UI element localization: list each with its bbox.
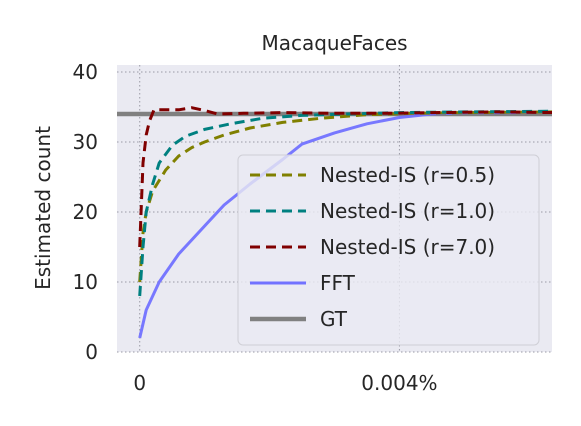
y-tick-label: 30: [73, 130, 98, 154]
legend-label-nested-is-r-7-0: Nested-IS (r=7.0): [320, 235, 495, 259]
chart-title: MacaqueFaces: [261, 31, 407, 55]
y-tick-label: 40: [73, 60, 98, 84]
tick-labels: 0 10 20 30 40 0 0.004%: [73, 60, 438, 395]
legend-label-nested-is-r-0-5: Nested-IS (r=0.5): [320, 163, 495, 187]
legend: Nested-IS (r=0.5) Nested-IS (r=1.0) Nested…: [237, 154, 540, 346]
legend-label-fft: FFT: [320, 271, 356, 295]
series-layer: [117, 106, 552, 339]
legend-label-nested-is-r-1-0: Nested-IS (r=1.0): [320, 199, 495, 223]
x-tick-label: 0.004%: [361, 371, 437, 395]
series-line-nested-is-r-7-0: [138, 106, 552, 248]
y-tick-label: 20: [73, 200, 98, 224]
legend-box: [237, 154, 540, 346]
y-tick-label: 10: [73, 270, 98, 294]
legend-label-gt: GT: [320, 307, 348, 331]
series-line-nested-is-r-1-0: [138, 109, 552, 297]
x-tick-label: 0: [133, 371, 146, 395]
y-tick-label: 0: [85, 340, 98, 364]
y-axis-label: Estimated count: [31, 126, 55, 290]
